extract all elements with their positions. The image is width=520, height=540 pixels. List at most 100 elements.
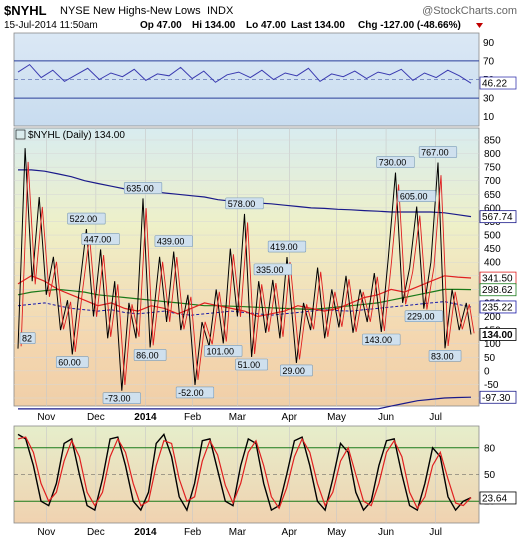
quote-change: Chg -127.00 (-48.66%): [358, 20, 461, 31]
osc-slow-line: [17, 436, 472, 510]
point-label: 578.00: [228, 199, 256, 209]
price-y-tick: 800: [484, 149, 501, 160]
moving-average-fast: [17, 275, 472, 318]
point-label: 83.00: [431, 351, 454, 361]
legend-swatch: [15, 129, 26, 140]
down-triangle-icon: [476, 23, 483, 28]
point-label: 143.00: [365, 335, 393, 345]
osc-x-tick: 2014: [134, 527, 157, 538]
top-y-tick: 10: [483, 112, 495, 123]
point-label-box: [267, 240, 307, 253]
right-value-box: [479, 210, 517, 224]
stockcharts-watermark: @StockCharts.com: [422, 5, 517, 17]
point-label-box: [376, 156, 415, 168]
point-label-box: [235, 358, 268, 371]
price-y-tick: 850: [484, 136, 501, 147]
osc-x-tick: Mar: [229, 527, 247, 538]
osc-last-value-label: 23.64: [482, 493, 507, 504]
quote-high: Hi 134.00: [192, 20, 236, 31]
top-y-tick: 30: [483, 94, 495, 105]
point-label-box: [81, 233, 120, 245]
point-label-box: [55, 356, 89, 368]
point-label-box: [428, 350, 462, 362]
osc-x-tick: Jul: [429, 527, 442, 538]
point-label: 229.00: [407, 312, 435, 322]
price-x-tick: May: [327, 412, 346, 423]
point-label: 60.00: [58, 358, 81, 368]
point-label: 522.00: [70, 214, 98, 224]
point-label: -52.00: [178, 388, 204, 398]
osc-x-tick: May: [327, 527, 346, 538]
point-label: 335.00: [256, 265, 284, 275]
point-label-box: [204, 345, 243, 357]
point-label: 635.00: [126, 183, 154, 193]
point-label-box: [362, 333, 401, 346]
price-x-tick: Jun: [378, 412, 394, 423]
index-name: NYSE New Highs-New Lows: [60, 5, 201, 17]
right-value-box: [479, 300, 517, 314]
point-label-box: [123, 182, 163, 194]
top-indicator-line: [17, 63, 472, 84]
top-last-value-label: 46.22: [482, 79, 507, 90]
right-value-label: 235.22: [482, 302, 513, 313]
right-value-box: [479, 390, 517, 404]
point-label-box: [154, 235, 193, 247]
point-label: 82: [22, 334, 32, 344]
osc-last-value-box: [479, 491, 517, 505]
point-label: 29.00: [282, 366, 305, 376]
price-y-tick: 650: [484, 190, 501, 201]
price-x-tick: Feb: [184, 412, 202, 423]
oscillator-layer: 80502023.64: [14, 426, 517, 523]
osc-y-tick: 80: [484, 443, 496, 454]
price-y-tick: 50: [484, 353, 496, 364]
price-y-tick: 400: [484, 258, 501, 269]
price-y-tick: 700: [484, 176, 501, 187]
point-label-box: [253, 263, 292, 276]
point-label-box: [133, 349, 167, 361]
moving-average-slow: [17, 288, 472, 311]
timestamp: 15-Jul-2014 11:50am: [4, 20, 98, 31]
price-layer: 8508007507006506005505004504003503002502…: [14, 128, 517, 410]
point-label: 419.00: [270, 242, 298, 252]
quote-open: Op 47.00: [140, 20, 182, 31]
point-label-box: [404, 310, 443, 322]
osc-x-tick: Dec: [87, 527, 105, 538]
right-value-label: 298.62: [482, 285, 513, 296]
top-indicator-layer: 907050301046.22: [14, 38, 517, 123]
price-line-secondary: [20, 161, 475, 386]
right-value-label: 134.00: [482, 330, 513, 341]
point-label-box: [102, 392, 141, 404]
price-x-tick: Jul: [429, 412, 442, 423]
price-y-tick: 500: [484, 231, 501, 242]
point-label: 101.00: [206, 346, 234, 356]
right-value-label: -97.30: [482, 393, 511, 404]
right-value-label: 567.74: [482, 212, 513, 223]
price-y-tick: 750: [484, 163, 501, 174]
right-value-box: [479, 328, 517, 341]
point-label-box: [397, 190, 436, 202]
price-x-tick: Mar: [229, 412, 247, 423]
quote-last: Last 134.00: [291, 20, 345, 31]
point-label-box: [19, 332, 36, 344]
point-label-box: [225, 197, 264, 210]
price-y-tick: 100: [484, 339, 501, 350]
price-legend: $NYHL (Daily) 134.00: [28, 130, 125, 141]
price-y-tick: 200: [484, 312, 501, 323]
symbol-title: $NYHL: [4, 3, 47, 18]
price-x-tick: Dec: [87, 412, 105, 423]
top-y-tick: 70: [483, 56, 495, 67]
point-label: 447.00: [84, 234, 112, 244]
osc-x-tick: Feb: [184, 527, 202, 538]
point-label-box: [67, 212, 106, 225]
price-y-tick: 450: [484, 244, 501, 255]
price-x-tick: Nov: [37, 412, 55, 423]
price-x-tick: 2014: [134, 412, 157, 423]
point-label: 767.00: [421, 148, 449, 158]
osc-x-tick: Nov: [37, 527, 55, 538]
point-label: 51.00: [238, 360, 261, 370]
osc-x-tick: Apr: [282, 527, 298, 538]
right-value-box: [479, 283, 517, 297]
top-y-tick: 90: [483, 38, 495, 49]
